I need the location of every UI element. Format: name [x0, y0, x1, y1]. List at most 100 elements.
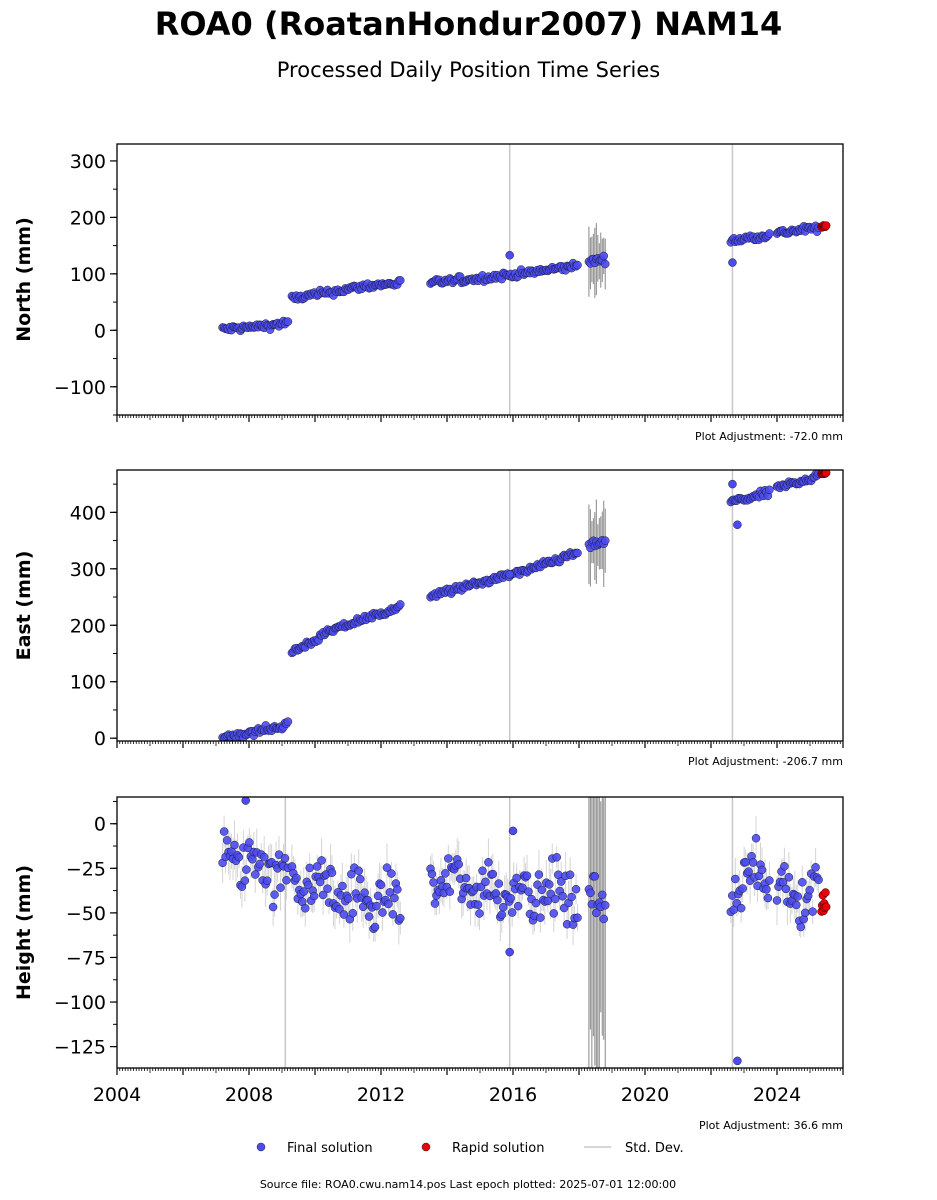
- legend-rapid-label: Rapid solution: [452, 1141, 544, 1156]
- final-point: [387, 869, 396, 878]
- final-point: [556, 877, 566, 886]
- final-point: [318, 890, 328, 900]
- final-point: [762, 885, 771, 894]
- y-tick-label: −25: [66, 858, 106, 880]
- final-point: [765, 876, 774, 885]
- x-tick-label: 2012: [357, 1084, 405, 1106]
- final-point: [567, 892, 576, 902]
- east-panel: 0 100 200 300 400 East (mm) Plot Adjustment: -…: [13, 469, 844, 768]
- plot-area: [218, 797, 831, 1068]
- final-point: [499, 902, 508, 912]
- final-point: [299, 887, 309, 896]
- final-point: [793, 892, 803, 901]
- final-point: [573, 913, 582, 922]
- final-point: [385, 888, 395, 897]
- final-point: [259, 852, 269, 862]
- final-point: [283, 717, 293, 726]
- final-point: [522, 871, 532, 880]
- final-point: [230, 840, 239, 850]
- x-tick-label: 2008: [225, 1084, 273, 1106]
- final-point: [429, 878, 438, 887]
- final-solution-points: [218, 797, 823, 1066]
- final-point: [811, 863, 820, 872]
- final-point: [338, 881, 347, 891]
- final-point: [573, 548, 582, 558]
- final-point: [234, 852, 244, 862]
- final-point: [461, 873, 471, 883]
- legend-final-label: Final solution: [287, 1141, 373, 1156]
- final-point: [315, 877, 325, 887]
- final-point: [348, 908, 358, 918]
- rapid-solution-points: [817, 221, 831, 232]
- final-point: [484, 858, 493, 867]
- final-point: [549, 909, 559, 918]
- final-point: [550, 894, 560, 904]
- final-point: [354, 866, 363, 876]
- final-point: [763, 893, 773, 903]
- final-point: [506, 893, 515, 903]
- y-tick-label: 200: [70, 207, 106, 229]
- final-point: [280, 854, 290, 863]
- final-point: [312, 862, 322, 871]
- final-point: [765, 229, 774, 238]
- final-point: [323, 884, 332, 893]
- final-point: [242, 865, 251, 874]
- final-point: [599, 251, 608, 261]
- final-point: [396, 276, 405, 285]
- plot-adjustment-note: Plot Adjustment: -206.7 mm: [688, 755, 843, 768]
- final-point: [784, 872, 794, 882]
- final-point: [317, 856, 326, 865]
- y-axis-label: North (mm): [13, 217, 35, 342]
- y-tick-label: −100: [54, 377, 106, 399]
- final-point: [507, 908, 517, 917]
- rapid-point: [821, 221, 831, 230]
- chart-title: ROA0 (RoatanHondur2007) NAM14: [154, 5, 783, 43]
- y-axis-label: East (mm): [13, 551, 35, 661]
- rapid-point: [821, 888, 830, 897]
- final-point: [430, 899, 440, 908]
- final-point: [796, 922, 806, 932]
- final-point: [586, 888, 595, 898]
- final-point: [339, 910, 349, 919]
- final-point: [282, 876, 291, 885]
- final-point: [373, 891, 383, 901]
- final-point: [445, 887, 455, 896]
- final-point: [765, 485, 774, 495]
- final-point: [270, 890, 279, 899]
- final-point: [478, 866, 487, 876]
- final-point: [731, 874, 740, 884]
- y-tick-label: 400: [70, 502, 106, 524]
- final-point: [590, 872, 600, 881]
- rapid-point: [821, 470, 831, 478]
- final-point: [245, 838, 254, 847]
- y-tick-label: 0: [94, 320, 106, 342]
- final-point: [384, 899, 393, 909]
- final-point: [781, 884, 791, 894]
- final-solution-points: [218, 470, 823, 741]
- outlier-point: [733, 1056, 742, 1066]
- final-point: [396, 913, 405, 923]
- y-tick-label: −100: [54, 992, 106, 1014]
- final-point: [382, 863, 392, 872]
- final-point: [360, 888, 369, 897]
- outlier-point: [505, 947, 514, 957]
- legend-rapid-marker: [421, 1142, 431, 1152]
- final-point: [376, 880, 386, 890]
- final-point: [473, 900, 483, 910]
- final-point: [558, 891, 567, 901]
- final-point: [364, 912, 374, 921]
- final-point: [513, 901, 523, 911]
- final-point: [427, 869, 437, 879]
- north-panel: −100 0 100 200 300 North (mm) Plot Adjustment:…: [13, 143, 844, 443]
- outlier-point: [508, 826, 518, 836]
- chart-subtitle: Processed Daily Position Time Series: [276, 58, 661, 82]
- final-point: [545, 880, 554, 889]
- final-point: [744, 867, 753, 876]
- final-point: [283, 317, 293, 326]
- final-point: [592, 908, 601, 918]
- final-point: [372, 901, 381, 911]
- final-point: [390, 893, 399, 903]
- final-point: [531, 898, 541, 908]
- final-point: [512, 873, 521, 883]
